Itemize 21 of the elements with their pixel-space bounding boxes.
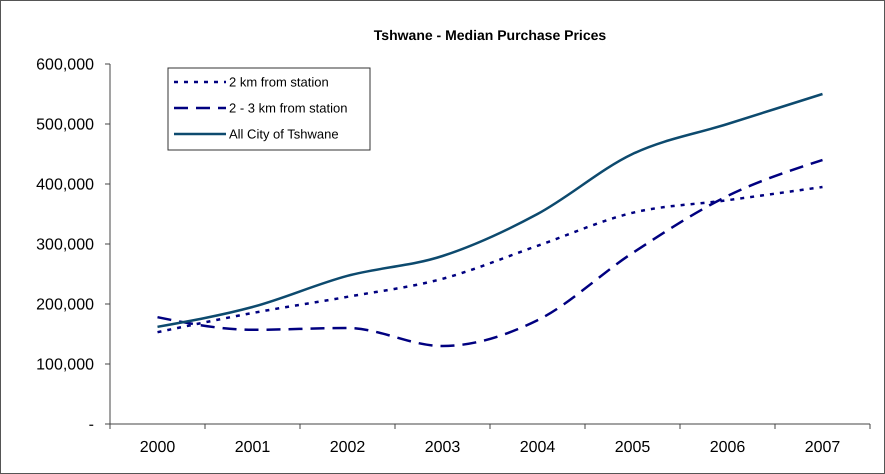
x-tick-label: 2002 <box>330 439 366 456</box>
x-tick-label: 2003 <box>424 439 460 456</box>
x-tick-label: 2006 <box>710 439 746 456</box>
x-tick-label: 2004 <box>520 439 556 456</box>
x-tick-label: 2000 <box>140 439 176 456</box>
x-tick-label: 2005 <box>614 439 650 456</box>
x-tick-label: 2001 <box>234 439 270 456</box>
y-tick-label: 100,000 <box>36 356 94 374</box>
line-series <box>156 92 824 328</box>
line-series <box>156 158 824 348</box>
legend-label: 2 - 3 km from station <box>229 100 348 116</box>
y-tick-label: 500,000 <box>36 116 94 134</box>
y-tick-label: 600,000 <box>36 56 94 74</box>
chart-title: Tshwane - Median Purchase Prices <box>374 27 606 43</box>
y-tick-label: 300,000 <box>36 236 94 254</box>
y-tick-label: 400,000 <box>36 176 94 194</box>
legend-label: All City of Tshwane <box>229 126 339 142</box>
x-tick-label: 2007 <box>804 439 840 456</box>
y-tick-label: 200,000 <box>36 296 94 314</box>
legend-label: 2 km from station <box>229 74 329 90</box>
y-tick-label: - <box>88 416 94 434</box>
